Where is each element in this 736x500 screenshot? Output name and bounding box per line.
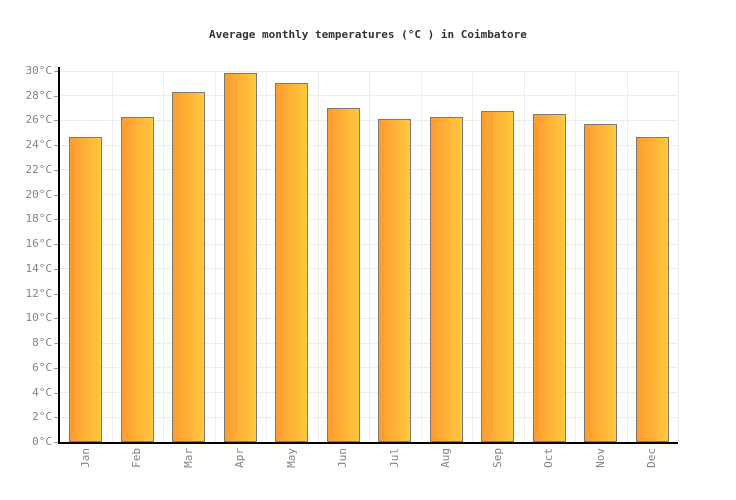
y-tick-label: 8°C [32,336,52,350]
x-axis-line [58,442,678,444]
y-tick-mark [54,318,59,320]
y-tick-mark [54,442,59,443]
y-tick-mark [54,145,59,147]
x-tick-label: Apr [233,448,247,468]
y-tick-mark [54,71,59,72]
gridline-v [472,71,473,442]
bar-aug [429,116,463,442]
y-tick-mark [54,120,59,122]
y-tick-label: 16°C [25,237,53,251]
bar-apr [223,73,257,442]
y-tick-label: 22°C [25,162,53,176]
x-tick-label: Sep [490,448,504,468]
y-tick-label: 14°C [25,261,53,275]
y-tick-mark [54,95,59,97]
y-axis-line [58,67,60,444]
x-tick-label: Jun [336,448,350,468]
y-tick-label: 24°C [25,138,53,152]
gridline-v [112,71,113,442]
chart-title: Average monthly temperatures (°C ) in Co… [209,28,527,41]
x-tick-label: Jan [78,448,92,468]
y-tick-mark [54,244,59,246]
x-tick-label: Feb [130,448,144,468]
x-tick-label: Mar [181,448,195,468]
gridline-v [318,71,319,442]
y-tick-label: 10°C [25,311,53,325]
x-tick-label: Aug [439,448,453,468]
y-tick-label: 6°C [32,360,52,374]
gridline-v [266,71,267,442]
bar-oct [532,114,566,442]
y-tick-label: 4°C [32,385,52,399]
bar-sep [481,110,515,442]
y-tick-label: 12°C [25,286,53,300]
gridline-v [421,71,422,442]
x-tick-label: Nov [593,448,607,468]
gridline-v [678,71,679,442]
bar-feb [120,116,154,442]
y-tick-label: 26°C [25,113,53,127]
y-tick-mark [54,367,59,369]
y-tick-mark [54,268,59,270]
bar-jan [69,136,103,442]
y-tick-mark [54,293,59,295]
bar-jul [378,119,412,442]
bar-dec [635,136,669,442]
x-tick-label: Dec [645,448,659,468]
gridline-v [163,71,164,442]
gridline-v [215,71,216,442]
y-tick-label: 2°C [32,410,52,424]
gridline-v [524,71,525,442]
y-tick-label: 28°C [25,88,53,102]
y-tick-mark [54,417,59,419]
y-tick-mark [54,343,59,345]
y-tick-mark [54,219,59,221]
bar-mar [172,92,206,442]
x-tick-label: Oct [542,448,556,468]
y-tick-label: 0°C [32,435,52,448]
x-tick-label: Jul [387,448,401,468]
gridline-v [627,71,628,442]
gridline-v [369,71,370,442]
gridline-v [575,71,576,442]
y-tick-label: 30°C [25,64,53,77]
y-tick-mark [54,392,59,394]
y-tick-mark [54,169,59,171]
bar-nov [584,124,618,442]
y-tick-label: 20°C [25,187,53,201]
y-tick-label: 18°C [25,212,53,226]
bar-jun [326,108,360,442]
bar-may [275,83,309,442]
x-tick-label: May [284,448,298,468]
y-tick-mark [54,194,59,196]
